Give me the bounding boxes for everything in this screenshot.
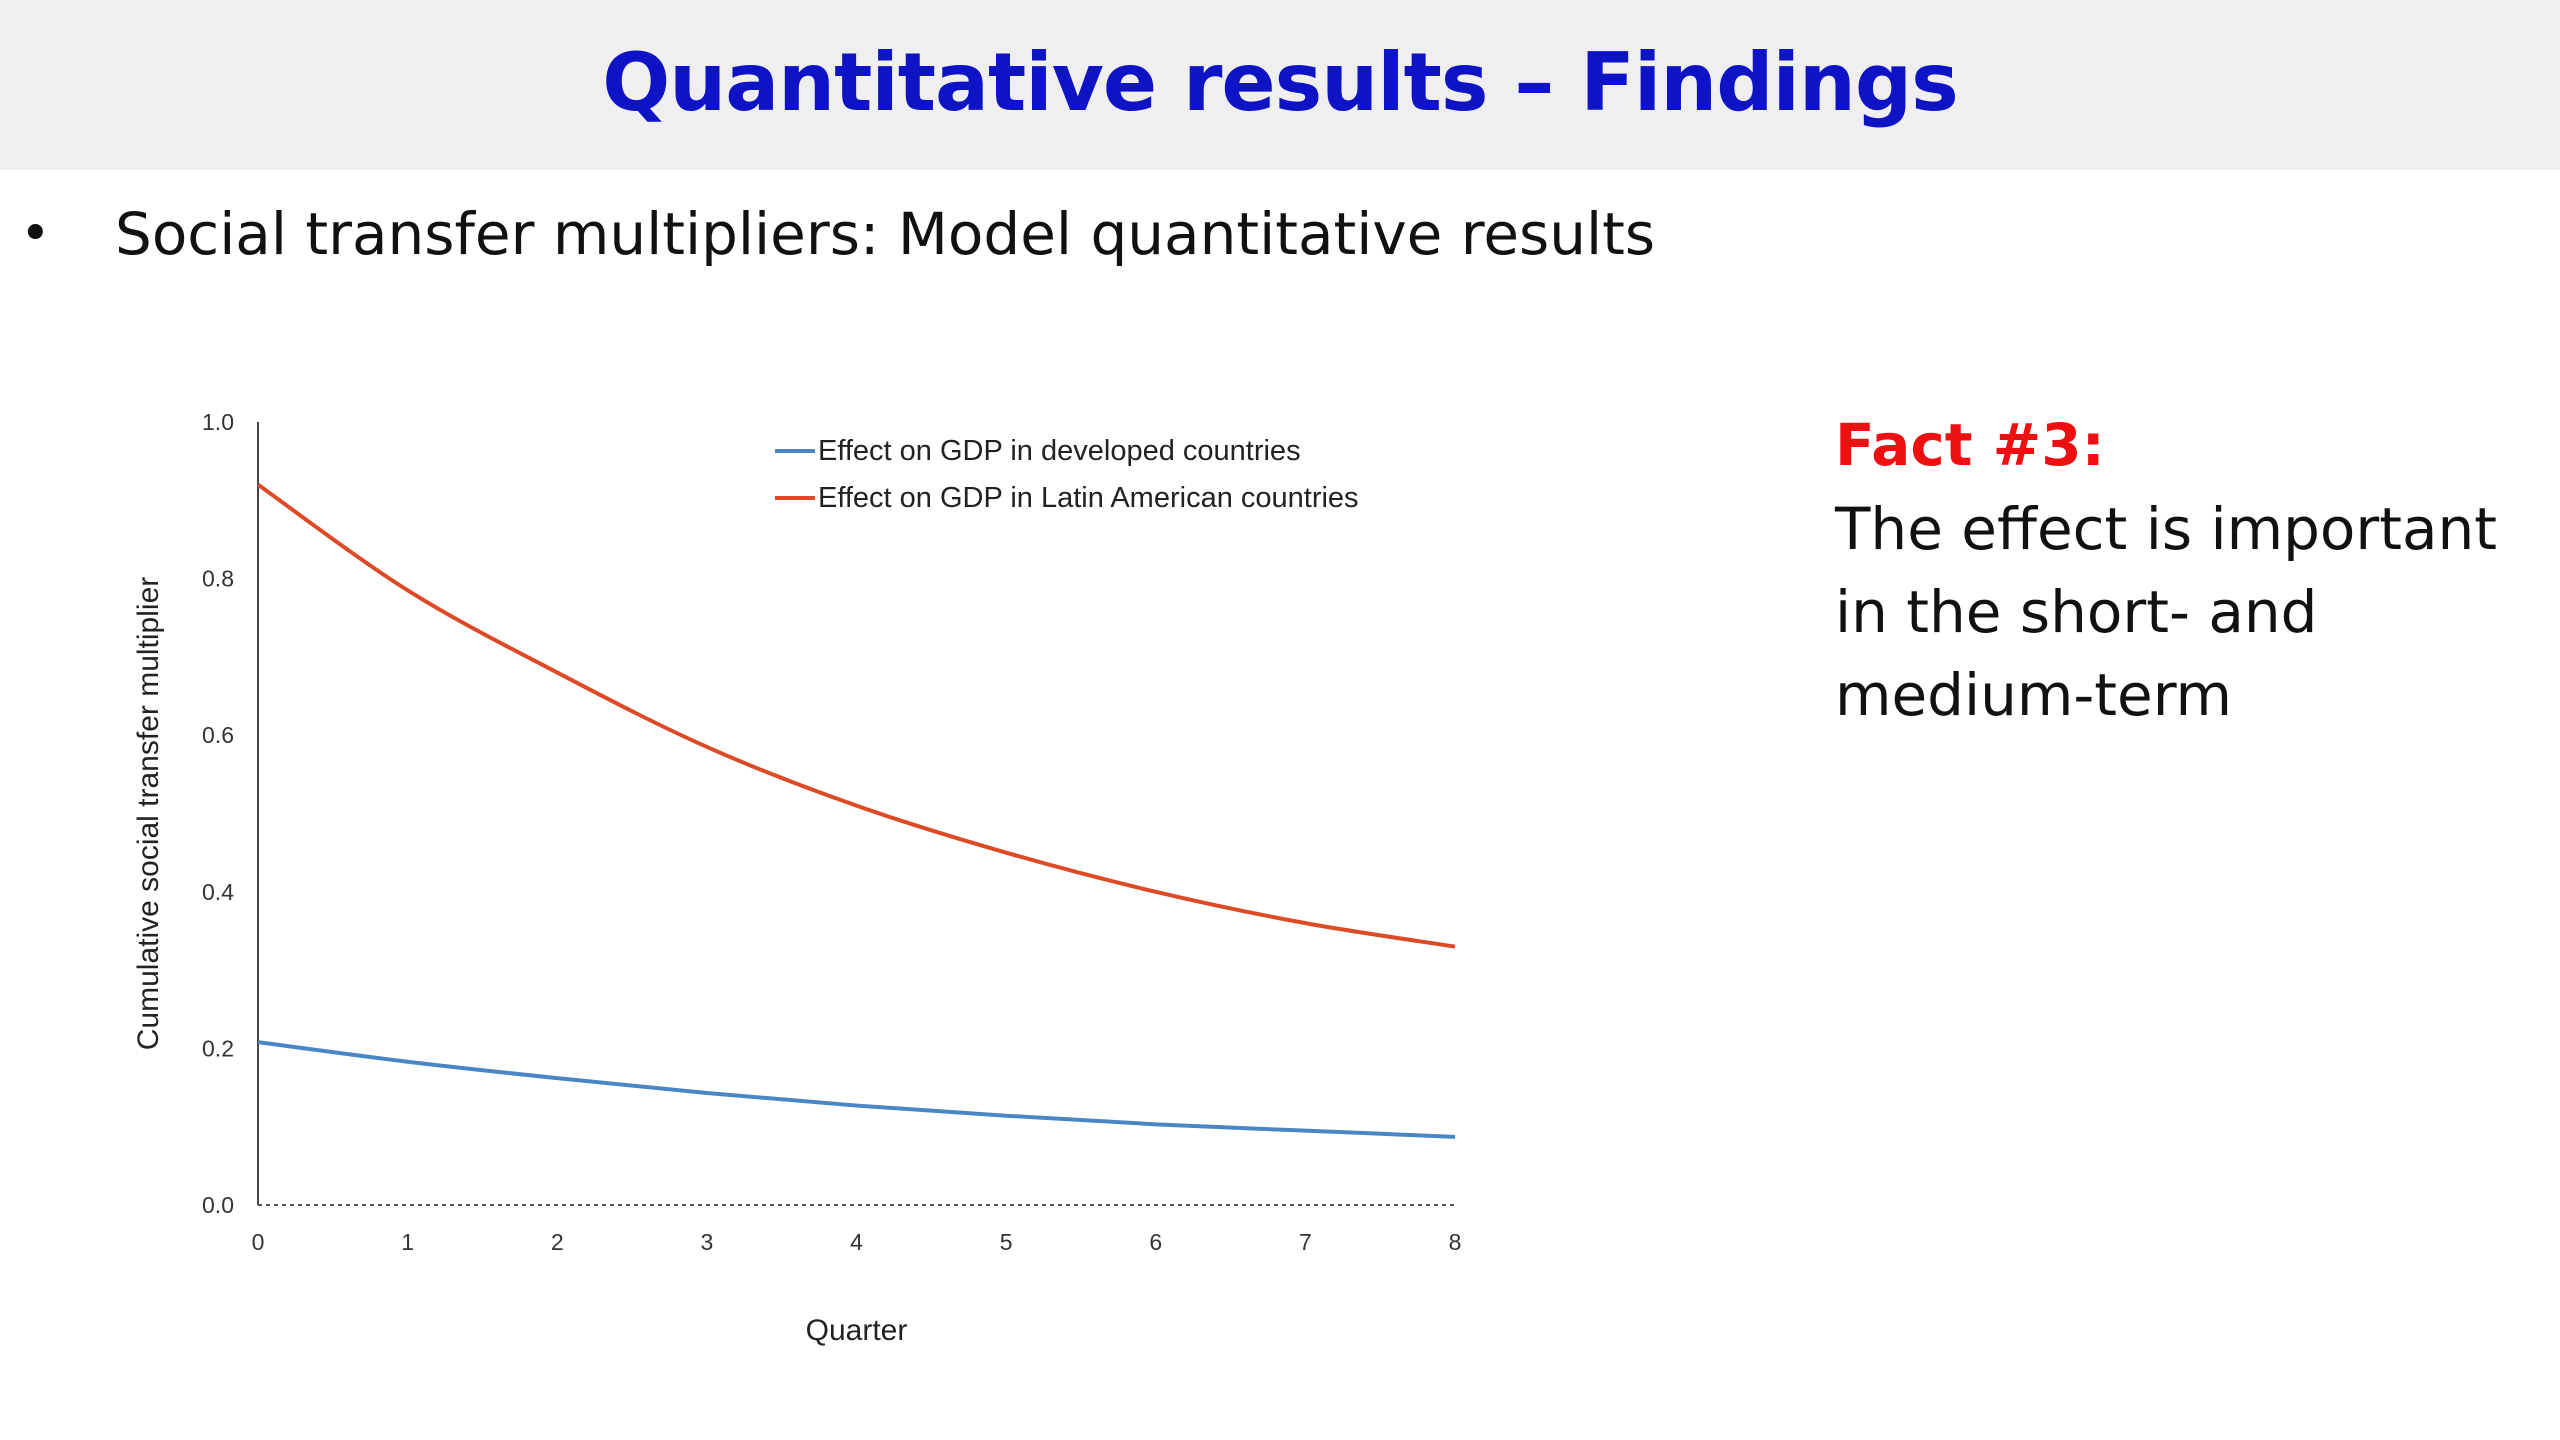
- x-tick-label: 6: [1149, 1229, 1162, 1255]
- x-tick-label: 4: [850, 1229, 863, 1255]
- y-axis-label: Cumulative social transfer multiplier: [132, 577, 165, 1051]
- y-tick-label: 1.0: [202, 409, 234, 435]
- series-line-2: [256, 483, 1456, 949]
- x-tick-label: 1: [401, 1229, 414, 1255]
- x-tick-label: 3: [700, 1229, 713, 1255]
- y-tick-label: 0.4: [202, 879, 234, 905]
- slide-title: Quantitative results – Findings: [602, 36, 1959, 129]
- bullet-text: Social transfer multipliers: Model quant…: [115, 200, 1656, 268]
- fact-box: Fact #3: The effect is important in the …: [1835, 410, 2535, 737]
- x-tick-label: 2: [551, 1229, 564, 1255]
- x-axis-label: Quarter: [806, 1314, 908, 1347]
- x-tick-label: 0: [252, 1229, 265, 1255]
- bullet-symbol: •: [20, 204, 51, 264]
- chart-legend: Effect on GDP in developed countries Effe…: [775, 435, 1359, 514]
- chart-axes: [257, 422, 1455, 1206]
- x-tick-label: 7: [1299, 1229, 1312, 1255]
- line-chart: 0.0 0.2 0.4 0.6 0.8 1.0 0 1 2 3 4 5 6 7 8 Effect on G…: [132, 409, 1462, 1347]
- title-bar: Quantitative results – Findings: [0, 0, 2560, 170]
- chart-series: [256, 483, 1456, 1139]
- fact-text: The effect is important in the short- an…: [1835, 495, 2498, 729]
- y-tick-label: 0.2: [202, 1035, 234, 1061]
- chart-area: 0.0 0.2 0.4 0.6 0.8 1.0 0 1 2 3 4 5 6 7 8 Effect on G…: [0, 380, 1700, 1440]
- series-line-1: [257, 1040, 1456, 1139]
- x-tick-label: 8: [1449, 1229, 1462, 1255]
- y-tick-label: 0.0: [202, 1192, 234, 1218]
- fact-heading: Fact #3:: [1835, 411, 2105, 479]
- y-tick-label: 0.8: [202, 566, 234, 592]
- legend-label-2: Effect on GDP in Latin American countrie…: [818, 482, 1359, 514]
- x-tick-labels: 0 1 2 3 4 5 6 7 8: [252, 1229, 1462, 1255]
- y-tick-label: 0.6: [202, 722, 234, 748]
- x-tick-label: 5: [1000, 1229, 1013, 1255]
- legend-label-1: Effect on GDP in developed countries: [818, 435, 1301, 467]
- bullet-point: • Social transfer multipliers: Model qua…: [20, 200, 1655, 268]
- y-tick-labels: 0.0 0.2 0.4 0.6 0.8 1.0: [202, 409, 234, 1218]
